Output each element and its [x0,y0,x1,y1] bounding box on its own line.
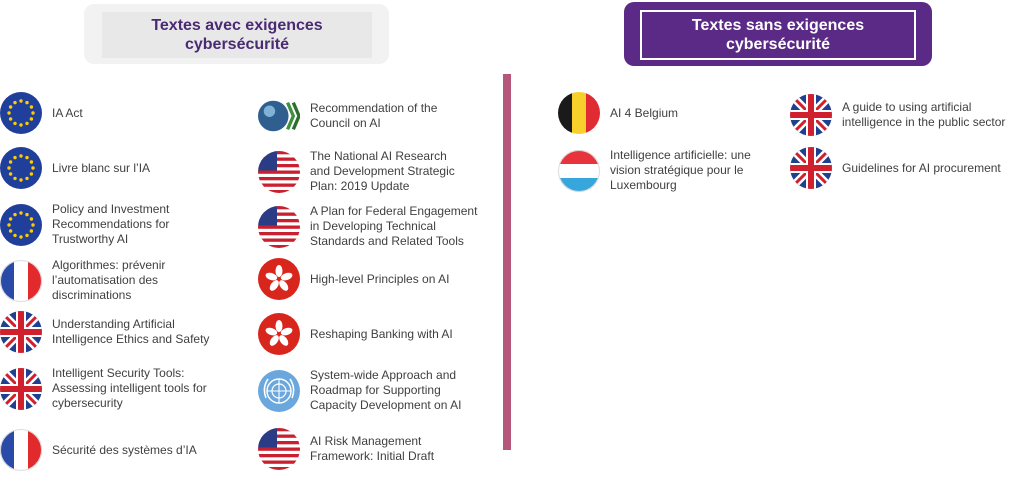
list-item-label: Guidelines for AI procurement [842,160,1001,175]
list-item-label: Reshaping Banking with AI [310,326,453,341]
header-with-cyber-requirements-label: Textes avec exigences cybersécurité [102,12,372,58]
eu-flag-icon [0,203,42,246]
column-divider [503,74,511,450]
hong-kong-flag-icon [258,258,300,300]
list-item: System-wide Approach and Roadmap for Sup… [258,368,475,413]
list-item-label: A Plan for Federal Engagement in Develop… [310,204,478,248]
list-item: A guide to using artificial intelligence… [790,94,1022,136]
uk-flag-icon [790,94,832,136]
list-item-label: Intelligent Security Tools: Assessing in… [52,366,207,410]
belgium-flag-icon [558,92,600,134]
list-item-label: Intelligence artificielle: une vision st… [610,148,751,192]
list-item: High-level Principles on AI [258,258,449,300]
us-flag-icon [258,428,300,470]
list-item-label: AI Risk Management Framework: Initial Dr… [310,434,435,463]
list-item: Recommendation of the Council on AI [258,95,450,137]
list-item: Guidelines for AI procurement [790,147,1022,189]
eu-flag-icon [0,147,42,189]
list-item: Intelligence artificielle: une vision st… [558,148,770,193]
list-item: AI Risk Management Framework: Initial Dr… [258,428,460,470]
list-item-label: A guide to using artificial intelligence… [842,100,1006,129]
france-flag-icon [0,429,42,471]
list-item: A Plan for Federal Engagement in Develop… [258,204,490,249]
list-item: AI 4 Belgium [558,92,678,134]
header-with-cyber-requirements: Textes avec exigences cybersécurité [84,4,389,64]
uk-flag-icon [0,311,42,353]
list-item-label: Understanding Artificial Intelligence Et… [52,317,210,346]
list-item-label: High-level Principles on AI [310,271,450,286]
list-item-label: AI 4 Belgium [610,105,679,120]
france-flag-icon [0,260,42,302]
list-item: Policy and Investment Recommendations fo… [0,202,212,247]
list-item: Understanding Artificial Intelligence Et… [0,311,222,353]
list-item-label: IA Act [52,105,83,120]
us-flag-icon [258,151,300,193]
list-item-label: Recommendation of the Council on AI [310,101,438,130]
list-item: Sécurité des systèmes d’IA [0,429,197,471]
list-item: Algorithmes: prévenir l’automatisation d… [0,258,202,303]
oecd-logo-icon [258,95,300,137]
list-item: IA Act [0,92,83,134]
hong-kong-flag-icon [258,313,300,355]
list-item-label: System-wide Approach and Roadmap for Sup… [310,368,462,412]
uk-flag-icon [0,368,42,410]
list-item-label: Sécurité des systèmes d’IA [52,442,197,457]
list-item: Intelligent Security Tools: Assessing in… [0,366,222,411]
luxembourg-flag-icon [558,150,600,192]
list-item: The National AI Research and Development… [258,149,470,194]
header-without-cyber-requirements-label: Textes sans exigences cybersécurité [640,10,916,60]
list-item-label: Livre blanc sur l’IA [52,160,151,175]
list-item-label: Algorithmes: prévenir l’automatisation d… [52,258,166,302]
uk-flag-icon [790,147,832,189]
list-item: Livre blanc sur l’IA [0,147,150,189]
us-flag-icon [258,206,300,248]
eu-flag-icon [0,92,42,134]
header-without-cyber-requirements: Textes sans exigences cybersécurité [624,2,932,66]
list-item-label: The National AI Research and Development… [310,149,455,193]
list-item-label: Policy and Investment Recommendations fo… [52,202,170,246]
list-item: Reshaping Banking with AI [258,313,453,355]
un-emblem-icon [258,369,300,412]
